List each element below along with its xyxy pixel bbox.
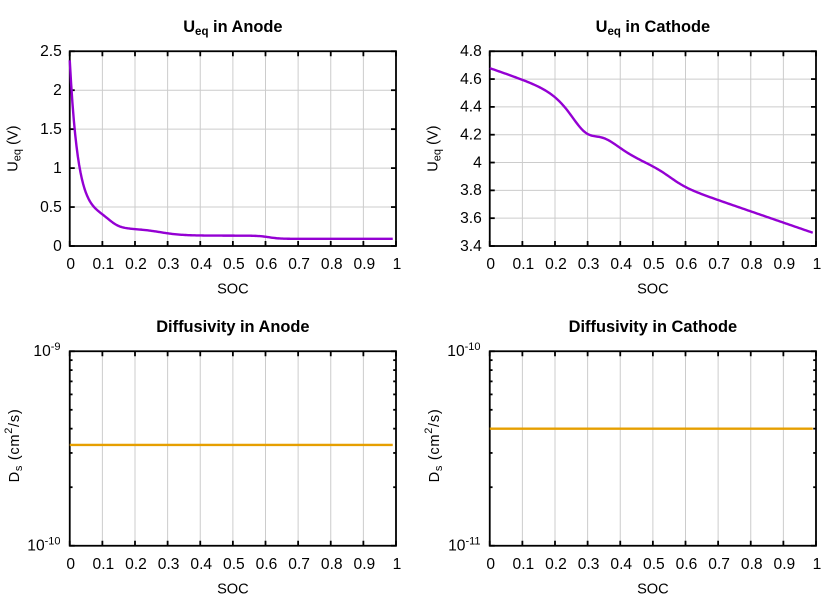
svg-text:0.2: 0.2 xyxy=(125,556,147,573)
svg-text:0.6: 0.6 xyxy=(256,256,278,273)
svg-text:3.6: 3.6 xyxy=(460,210,482,227)
svg-text:1: 1 xyxy=(393,556,402,573)
svg-text:0.3: 0.3 xyxy=(578,256,600,273)
svg-text:Ueq in Cathode: Ueq in Cathode xyxy=(596,18,711,38)
svg-text:0.8: 0.8 xyxy=(741,556,763,573)
svg-text:0.7: 0.7 xyxy=(708,556,730,573)
svg-text:0.6: 0.6 xyxy=(676,556,698,573)
svg-text:0.9: 0.9 xyxy=(354,256,376,273)
svg-text:0.5: 0.5 xyxy=(223,556,245,573)
svg-text:0: 0 xyxy=(53,238,62,255)
svg-text:SOC: SOC xyxy=(637,581,669,597)
svg-text:Ueq (V): Ueq (V) xyxy=(426,125,444,171)
svg-text:1: 1 xyxy=(813,256,822,273)
svg-text:0.5: 0.5 xyxy=(40,199,62,216)
svg-text:4: 4 xyxy=(473,154,482,171)
svg-text:0.3: 0.3 xyxy=(158,256,180,273)
svg-text:Diffusivity in Anode: Diffusivity in Anode xyxy=(156,318,309,336)
svg-text:1: 1 xyxy=(53,160,62,177)
svg-text:Ds (cm2/s): Ds (cm2/s) xyxy=(423,409,445,483)
svg-text:0: 0 xyxy=(66,556,75,573)
svg-text:1: 1 xyxy=(393,256,402,273)
svg-text:0.5: 0.5 xyxy=(643,556,665,573)
svg-text:2: 2 xyxy=(53,82,62,99)
svg-text:2.5: 2.5 xyxy=(40,43,62,60)
svg-text:0.7: 0.7 xyxy=(288,556,310,573)
svg-text:0.4: 0.4 xyxy=(610,256,632,273)
svg-text:Ueq (V): Ueq (V) xyxy=(6,125,24,171)
svg-text:0.4: 0.4 xyxy=(610,556,632,573)
svg-text:3.8: 3.8 xyxy=(460,182,482,199)
svg-text:0.5: 0.5 xyxy=(223,256,245,273)
svg-text:0: 0 xyxy=(486,556,495,573)
svg-text:0.2: 0.2 xyxy=(125,256,147,273)
svg-text:0.2: 0.2 xyxy=(545,556,567,573)
svg-text:0.4: 0.4 xyxy=(190,256,212,273)
svg-text:0.6: 0.6 xyxy=(676,256,698,273)
svg-text:0.9: 0.9 xyxy=(774,256,796,273)
svg-text:0.8: 0.8 xyxy=(321,556,343,573)
svg-text:0.1: 0.1 xyxy=(513,556,535,573)
svg-text:0.8: 0.8 xyxy=(741,256,763,273)
svg-text:SOC: SOC xyxy=(637,282,669,298)
svg-text:Ds (cm2/s): Ds (cm2/s) xyxy=(3,409,25,483)
svg-text:Diffusivity in Cathode: Diffusivity in Cathode xyxy=(569,318,737,336)
svg-text:0.2: 0.2 xyxy=(545,256,567,273)
svg-text:0.6: 0.6 xyxy=(256,556,278,573)
svg-text:Ueq in Anode: Ueq in Anode xyxy=(183,18,282,38)
svg-text:0.1: 0.1 xyxy=(93,256,115,273)
svg-text:4.6: 4.6 xyxy=(460,71,482,88)
svg-text:0.7: 0.7 xyxy=(708,256,730,273)
svg-text:1.5: 1.5 xyxy=(40,121,62,138)
svg-text:0.1: 0.1 xyxy=(93,556,115,573)
svg-text:4.4: 4.4 xyxy=(460,99,482,116)
svg-text:0.5: 0.5 xyxy=(643,256,665,273)
svg-text:1: 1 xyxy=(813,556,822,573)
svg-text:0.8: 0.8 xyxy=(321,256,343,273)
svg-text:0.9: 0.9 xyxy=(354,556,376,573)
svg-text:0.4: 0.4 xyxy=(190,556,212,573)
svg-text:0: 0 xyxy=(66,256,75,273)
svg-text:0.7: 0.7 xyxy=(288,256,310,273)
svg-text:0: 0 xyxy=(486,256,495,273)
svg-text:4.8: 4.8 xyxy=(460,43,482,60)
svg-text:0.3: 0.3 xyxy=(578,556,600,573)
svg-text:4.2: 4.2 xyxy=(460,127,482,144)
svg-text:0.9: 0.9 xyxy=(774,556,796,573)
svg-text:SOC: SOC xyxy=(217,581,249,597)
svg-text:0.1: 0.1 xyxy=(513,256,535,273)
svg-text:SOC: SOC xyxy=(217,282,249,298)
svg-text:3.4: 3.4 xyxy=(460,238,482,255)
svg-text:0.3: 0.3 xyxy=(158,556,180,573)
